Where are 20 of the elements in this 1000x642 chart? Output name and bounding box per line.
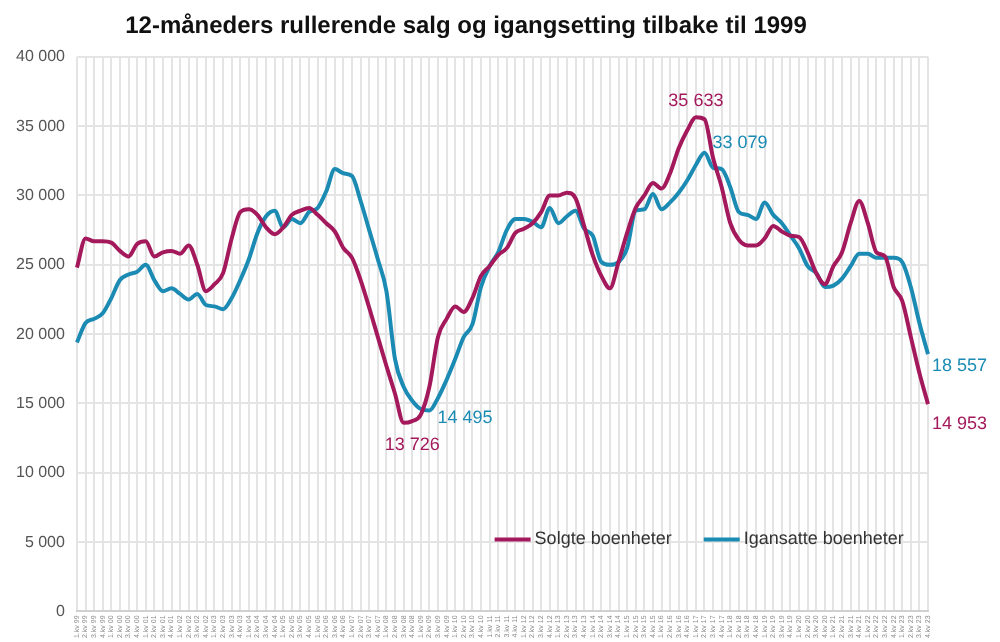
y-tick-label: 0	[56, 601, 67, 620]
y-tick-label: 25 000	[16, 255, 67, 274]
line-series	[74, 115, 930, 425]
y-tick-label: 35 000	[16, 116, 67, 135]
data-label: 13 726	[384, 434, 440, 455]
data-label: 14 495	[437, 407, 493, 428]
y-tick-label: 20 000	[16, 324, 67, 343]
data-label: 35 633	[668, 90, 724, 111]
data-label: 18 557	[932, 355, 988, 376]
y-tick-label: 10 000	[16, 463, 67, 482]
y-tick-label: 5 000	[24, 532, 67, 551]
data-label: 14 953	[932, 413, 988, 434]
line-series	[74, 150, 930, 413]
chart-title: 12-måneders rullerende salg og igangsetting tilbake til 1999	[125, 11, 808, 40]
legend-label: Solgte boenheter	[534, 528, 672, 549]
legend-label: Igansatte boenheter	[743, 528, 904, 549]
y-tick-label: 15 000	[16, 393, 67, 412]
y-tick-label: 40 000	[16, 47, 67, 66]
y-tick-label: 30 000	[16, 185, 67, 204]
data-label: 33 079	[712, 131, 768, 152]
